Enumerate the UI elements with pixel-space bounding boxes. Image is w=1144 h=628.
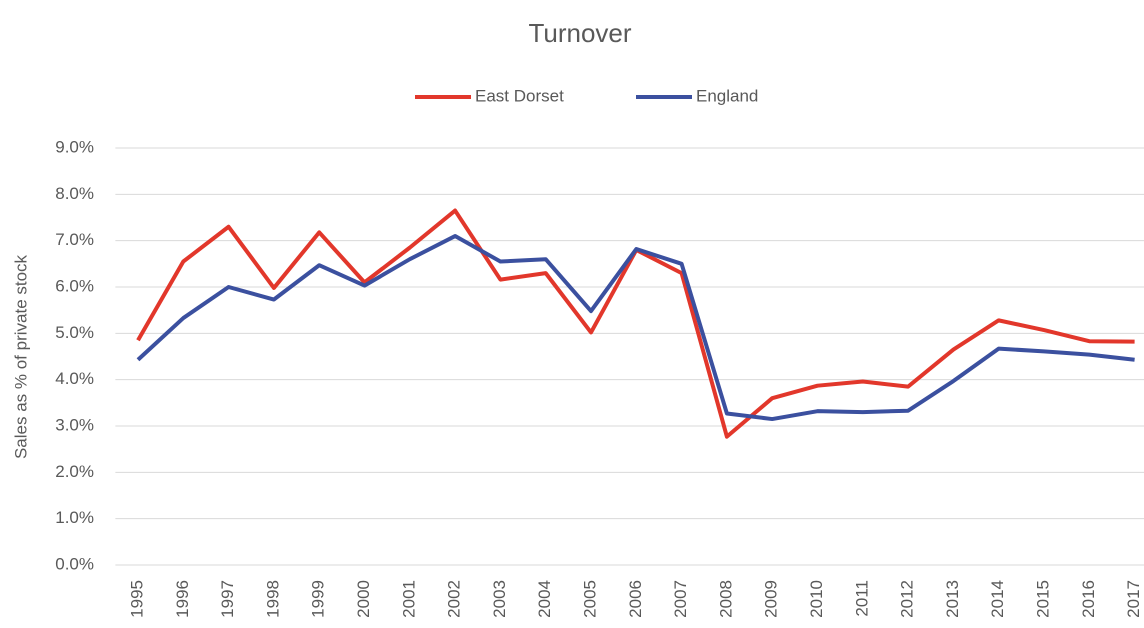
- x-tick-label: 2000: [354, 580, 373, 618]
- legend-label: England: [696, 86, 758, 105]
- legend-label: East Dorset: [475, 86, 564, 105]
- y-tick-label: 6.0%: [55, 276, 94, 295]
- y-tick-label: 5.0%: [55, 323, 94, 342]
- x-tick-label: 2001: [399, 580, 418, 618]
- y-axis-label: Sales as % of private stock: [11, 254, 30, 459]
- x-tick-label: 2003: [490, 580, 509, 618]
- x-tick-label: 2006: [626, 580, 645, 618]
- x-tick-label: 2011: [852, 580, 871, 617]
- x-tick-label: 2016: [1079, 580, 1098, 618]
- x-tick-label: 1995: [127, 580, 146, 618]
- x-tick-label: 1998: [263, 580, 282, 618]
- series-line: [136, 234, 1135, 422]
- x-tick-label: 2014: [988, 580, 1007, 618]
- x-tick-label: 2013: [943, 580, 962, 618]
- x-tick-label: 2010: [807, 580, 826, 618]
- y-tick-label: 2.0%: [55, 462, 94, 481]
- x-tick-label: 1999: [309, 580, 328, 618]
- x-tick-label: 2007: [671, 580, 690, 618]
- y-tick-label: 4.0%: [55, 369, 94, 388]
- y-tick-label: 1.0%: [55, 508, 94, 527]
- x-tick-label: 2012: [898, 580, 917, 618]
- x-tick-label: 2008: [716, 580, 735, 618]
- y-tick-label: 3.0%: [55, 415, 94, 434]
- x-tick-label: 2009: [762, 580, 781, 618]
- x-tick-label: 2004: [535, 580, 554, 618]
- x-tick-label: 1996: [173, 580, 192, 618]
- x-tick-label: 2002: [445, 580, 464, 618]
- y-tick-label: 8.0%: [55, 184, 94, 203]
- y-tick-label: 9.0%: [55, 137, 94, 156]
- y-tick-label: 7.0%: [55, 230, 94, 249]
- x-tick-label: 2017: [1124, 580, 1143, 618]
- y-tick-label: 0.0%: [55, 554, 94, 573]
- chart-title: Turnover: [528, 18, 631, 48]
- series-line: [136, 208, 1135, 439]
- x-tick-label: 1997: [218, 580, 237, 618]
- x-tick-label: 2015: [1033, 580, 1052, 618]
- x-tick-label: 2005: [580, 580, 599, 618]
